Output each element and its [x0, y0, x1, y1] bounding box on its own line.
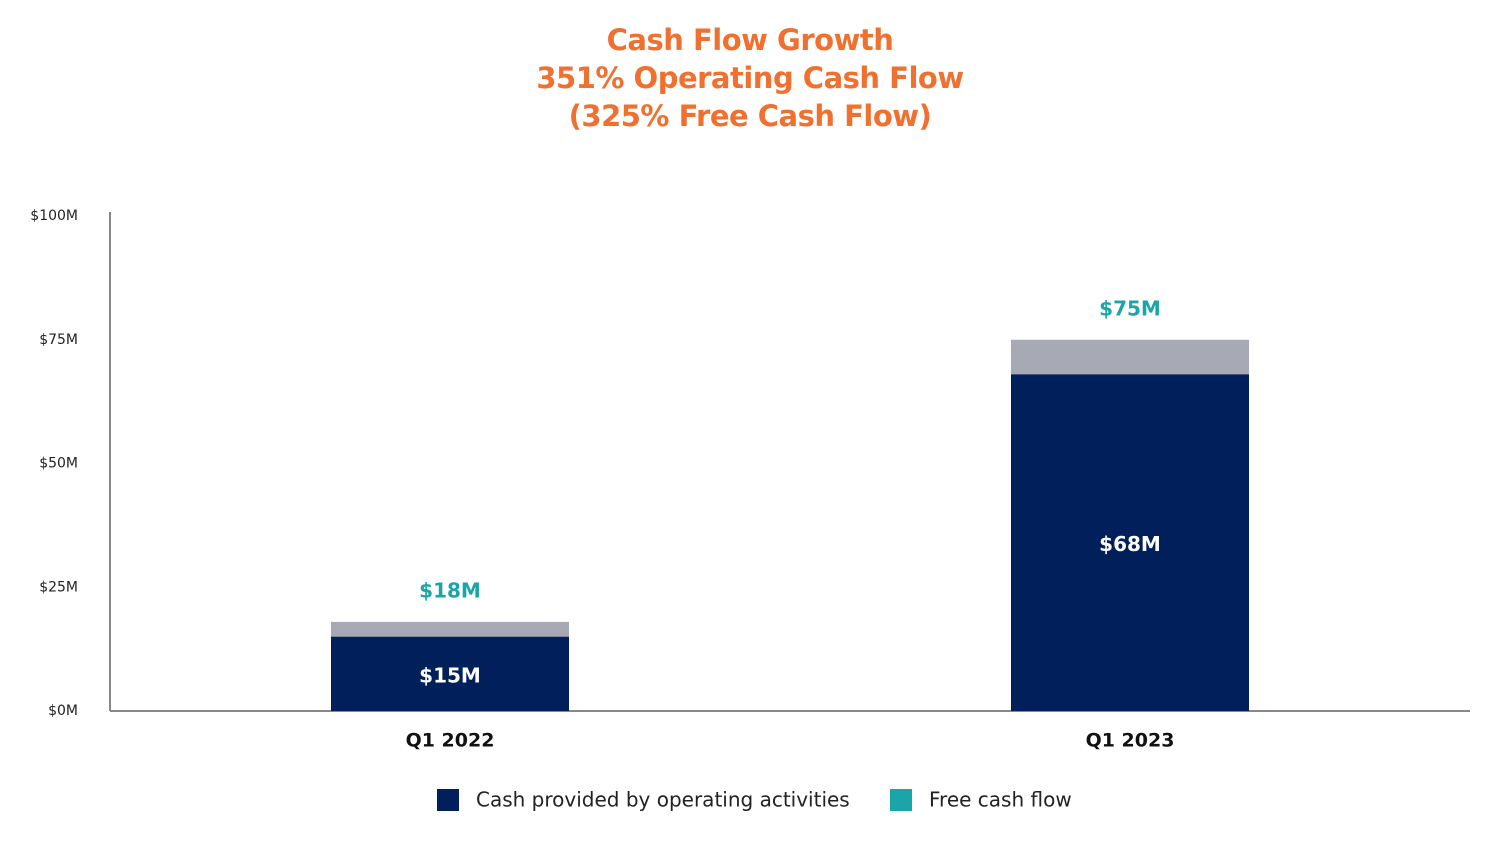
value-label: $75M	[1099, 296, 1161, 320]
value-label: $68M	[1099, 532, 1161, 556]
y-tick-label: $25M	[39, 579, 78, 595]
legend-swatch	[890, 789, 912, 811]
x-tick-label: Q1 2022	[406, 730, 495, 752]
y-tick-label: $100M	[30, 208, 78, 224]
x-tick-label: Q1 2023	[1086, 730, 1175, 752]
legend-label: Cash provided by operating activities	[476, 788, 850, 812]
value-label: $15M	[419, 663, 481, 687]
y-tick-label: $50M	[39, 456, 78, 472]
bar	[331, 636, 569, 711]
chart-title: Cash Flow Growth	[607, 23, 894, 57]
chart-title: 351% Operating Cash Flow	[536, 61, 963, 95]
legend-label: Free cash flow	[929, 788, 1072, 812]
chart-title: (325% Free Cash Flow)	[569, 99, 932, 133]
y-tick-label: $75M	[39, 332, 78, 348]
value-label: $18M	[419, 578, 481, 602]
bar	[1011, 374, 1249, 711]
legend-swatch	[437, 789, 459, 811]
y-tick-label: $0M	[48, 703, 78, 719]
